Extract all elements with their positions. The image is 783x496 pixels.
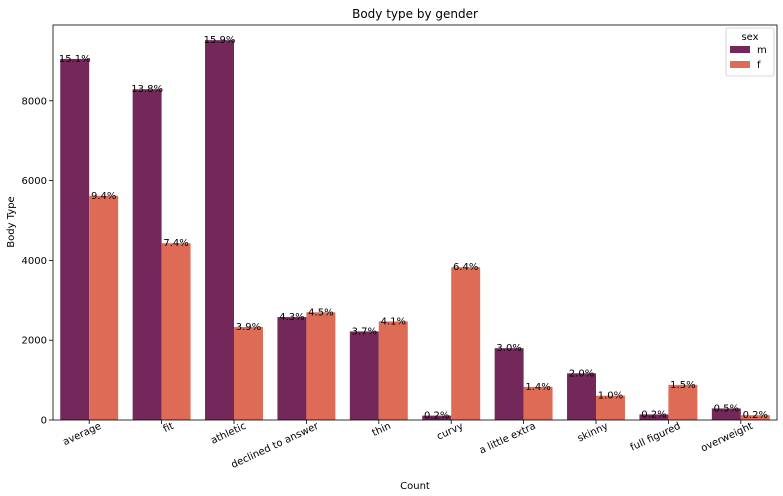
bar-m (277, 317, 307, 420)
legend-swatch-m (730, 46, 750, 53)
y-tick-label: 4000 (22, 256, 47, 267)
legend-label-f: f (757, 60, 761, 71)
data-label: 4.3% (279, 312, 304, 323)
data-label: 3.0% (496, 343, 521, 354)
bar-m (639, 414, 669, 420)
data-label: 0.2% (743, 410, 768, 421)
bar-m (205, 40, 234, 420)
x-axis-label: Count (400, 481, 430, 492)
data-label: 15.9% (204, 35, 236, 46)
data-label: 3.7% (352, 326, 377, 337)
y-tick-label: 2000 (22, 336, 47, 347)
data-label: 1.5% (670, 380, 695, 391)
plot-area: 0 2000 4000 6000 8000 15.1% 13.8% 15.9% 4.3% 3.7%… (22, 35, 770, 471)
data-label: 6.4% (453, 262, 478, 273)
data-label: 7.4% (163, 238, 188, 249)
bar-f (740, 415, 770, 420)
legend-label-m: m (757, 45, 767, 56)
data-label: 13.8% (131, 84, 163, 95)
y-tick-label: 0 (41, 416, 47, 427)
data-label: 1.0% (598, 391, 623, 402)
bar-f (596, 395, 625, 420)
bar-m (422, 415, 452, 420)
bar-m (132, 89, 162, 421)
data-label: 4.1% (381, 316, 406, 327)
legend-title: sex (741, 32, 758, 43)
chart-title: Body type by gender (352, 7, 478, 21)
data-label: 2.0% (569, 368, 594, 379)
legend: sex mf (725, 27, 775, 77)
data-label: 1.4% (525, 382, 550, 393)
plot-frame (52, 24, 778, 421)
x-tick-label: fit (162, 421, 176, 435)
bar-m (711, 408, 741, 420)
bar-f (451, 267, 481, 420)
bar-f (523, 386, 553, 420)
bar-f (161, 243, 191, 420)
data-label: 3.9% (236, 322, 261, 333)
bar-f (668, 384, 698, 420)
bar-m (349, 331, 379, 420)
data-label: 0.2% (424, 411, 449, 422)
data-label: 4.5% (308, 307, 333, 318)
bar-f (306, 312, 336, 420)
y-axis-label: Body Type (6, 196, 17, 247)
data-label: 15.1% (59, 54, 91, 65)
bar-m (494, 348, 524, 420)
bar-m (567, 373, 596, 420)
data-label: 0.5% (714, 403, 739, 414)
data-label: 9.4% (91, 191, 116, 202)
data-label: 0.2% (641, 409, 666, 420)
bar-f (89, 195, 119, 420)
y-tick-label: 8000 (22, 96, 47, 107)
bar-m (60, 58, 90, 420)
bar-f (378, 321, 408, 420)
y-tick-label: 6000 (22, 176, 47, 187)
legend-swatch-f (730, 61, 750, 68)
bar-f (234, 327, 263, 420)
